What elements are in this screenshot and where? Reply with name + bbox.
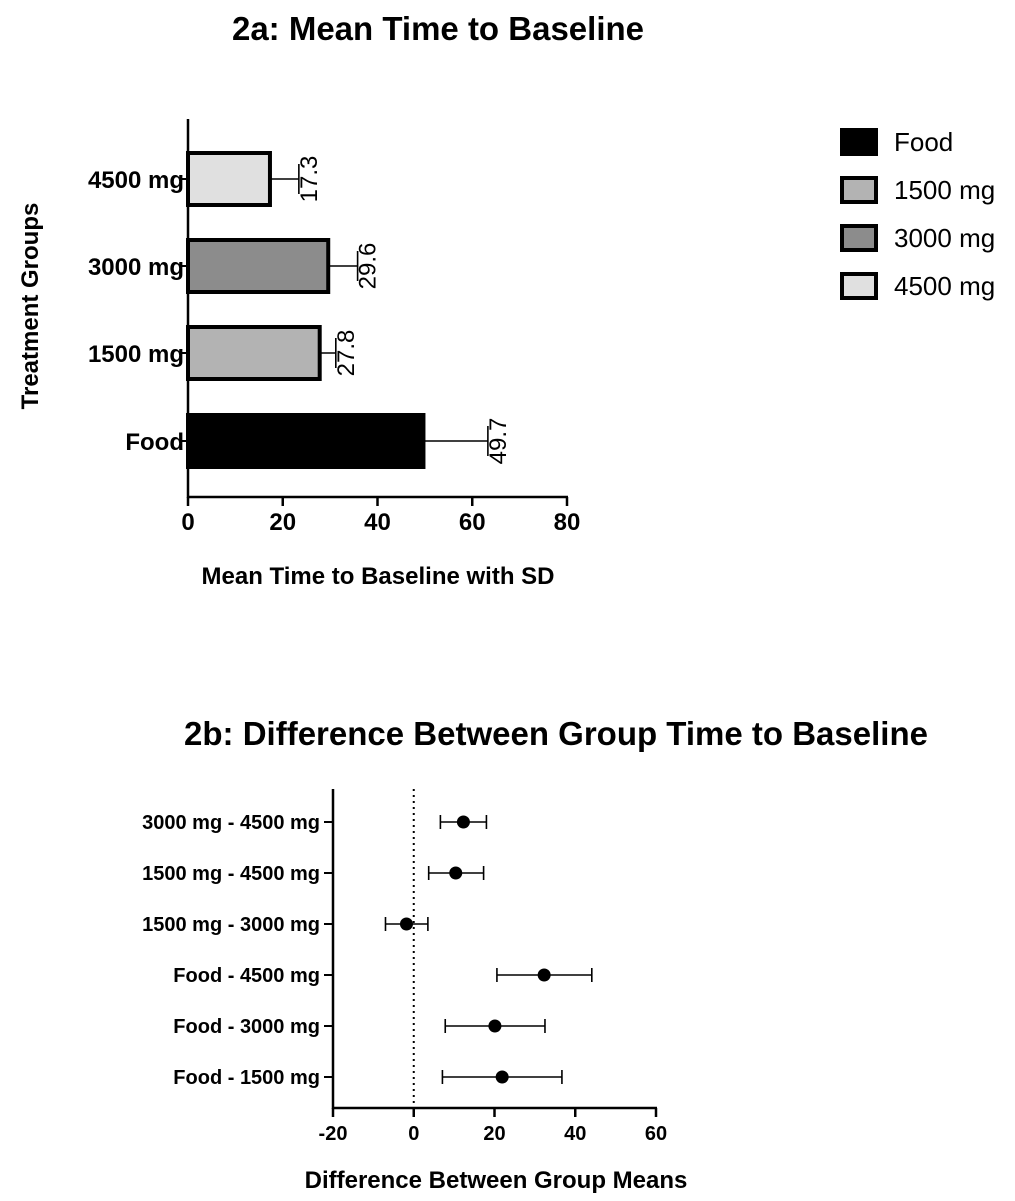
legend-label-0: Food [894,127,953,157]
y-tick-label-0: 3000 mg - 4500 mg [142,812,320,834]
bar-value-label-3: 17.3 [296,156,323,203]
chart-2a: 2a: Mean Time to Baseline Treatment Grou… [17,10,995,590]
x-tick-label-2: 20 [483,1123,505,1145]
chart-2a-y-axis-title: Treatment Groups [17,203,44,410]
y-tick-label-1: 1500 mg - 4500 mg [142,863,320,885]
bar-value-label-0: 49.7 [485,418,512,465]
y-tick-label-3: 4500 mg [88,167,184,194]
point-3 [537,968,551,982]
y-tick-label-0: Food [125,429,184,456]
legend-swatch-2 [840,224,878,252]
x-tick-label-3: 40 [564,1123,586,1145]
chart-2b-axes: 3000 mg - 4500 mg 1500 mg - 4500 mg 1500 m… [142,789,667,1145]
y-tick-label-2: 3000 mg [88,254,184,281]
x-tick-label-1: 0 [408,1123,419,1145]
bar-0 [186,413,426,469]
y-tick-label-3: Food - 4500 mg [173,965,320,987]
chart-2a-bars: 49.7 27.8 29.6 17.3 [186,151,512,469]
point-0 [456,815,470,829]
legend-swatch-1 [840,176,878,204]
y-tick-label-1: 1500 mg [88,341,184,368]
bar-value-label-2: 29.6 [355,243,382,290]
bar-3 [186,151,272,207]
x-tick-label-0: -20 [319,1123,348,1145]
x-tick-label-0: 0 [181,509,194,536]
legend-label-1: 1500 mg [894,175,995,205]
point-1 [449,866,463,880]
chart-2a-x-axis-title: Mean Time to Baseline with SD [202,563,555,590]
chart-2b: 2b: Difference Between Group Time to Bas… [142,715,928,1194]
bar-2 [186,238,331,294]
x-tick-label-3: 60 [459,509,486,536]
chart-2a-title: 2a: Mean Time to Baseline [232,10,644,47]
legend-swatch-3 [840,272,878,300]
bar-1 [186,325,322,381]
point-2 [399,917,413,931]
y-tick-label-4: Food - 3000 mg [173,1016,320,1038]
point-5 [495,1070,509,1084]
chart-2a-legend: Food 1500 mg 3000 mg 4500 mg [840,127,995,301]
x-tick-label-4: 60 [645,1123,667,1145]
legend-swatch-0 [840,128,878,156]
point-4 [488,1019,502,1033]
x-tick-label-4: 80 [554,509,581,536]
x-tick-label-1: 20 [269,509,296,536]
legend-label-3: 4500 mg [894,271,995,301]
y-tick-label-2: 1500 mg - 3000 mg [142,914,320,936]
legend-label-2: 3000 mg [894,223,995,253]
chart-2b-points [384,815,593,1084]
chart-2b-title: 2b: Difference Between Group Time to Bas… [184,715,928,752]
y-tick-label-5: Food - 1500 mg [173,1067,320,1089]
bar-value-label-1: 27.8 [333,330,360,377]
chart-2b-x-axis-title: Difference Between Group Means [305,1167,688,1194]
x-tick-label-2: 40 [364,509,391,536]
chart-2a-axes: Food 1500 mg 3000 mg 4500 mg 0 20 40 60 80 [88,119,580,536]
